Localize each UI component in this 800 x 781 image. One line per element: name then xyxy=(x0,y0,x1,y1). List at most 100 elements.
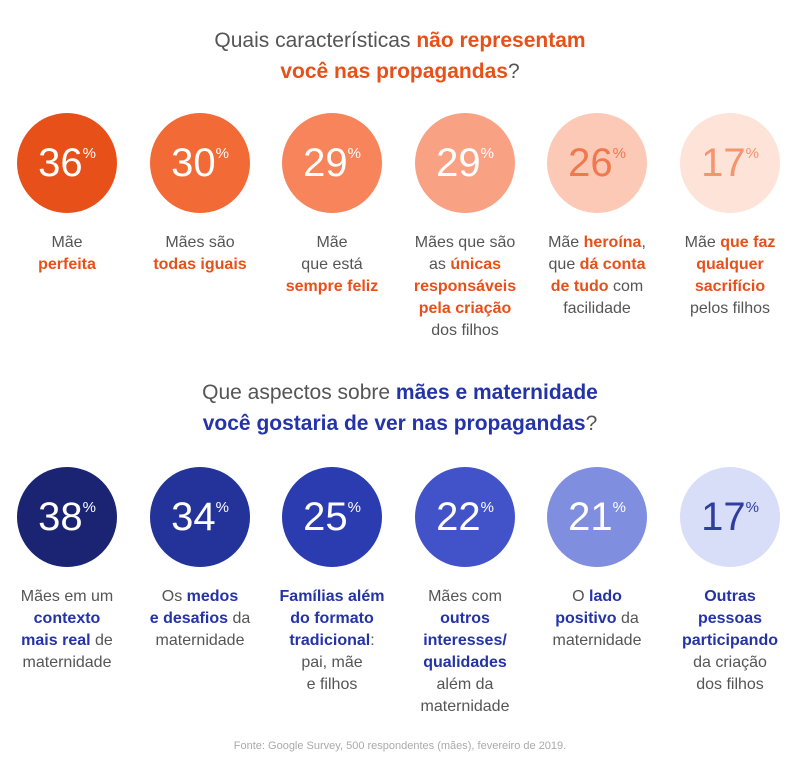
stat-number: 17 xyxy=(701,141,746,185)
stat-label: responsáveis xyxy=(414,278,516,295)
text-run: de xyxy=(91,632,113,649)
emphasis: outros xyxy=(440,610,490,627)
stat-label: Outras xyxy=(704,588,756,605)
stat-label: e filhos xyxy=(307,676,358,693)
stat-value: 30% xyxy=(171,141,229,185)
stat-unit: % xyxy=(83,499,96,516)
stat-label: mais real de xyxy=(21,632,113,649)
stat-circle xyxy=(17,467,117,567)
stat-value: 34% xyxy=(171,495,229,539)
stat-number: 29 xyxy=(303,141,348,185)
text-run: além da xyxy=(437,676,494,693)
text-run: maternidade xyxy=(23,654,112,671)
stat-label: dos filhos xyxy=(696,676,764,693)
section-title: Quais características não representam xyxy=(214,29,585,52)
emphasis: positivo xyxy=(555,610,617,627)
stat-unit: % xyxy=(83,145,96,162)
stat-label: sacrifício xyxy=(695,278,765,295)
stat-label: do formato xyxy=(290,610,374,627)
stat-label: maternidade xyxy=(156,632,245,649)
stat-label: Mãe xyxy=(51,234,82,251)
stat-number: 26 xyxy=(568,141,613,185)
text-run: O xyxy=(572,588,589,605)
text-run: Mães com xyxy=(428,588,502,605)
stat-unit: % xyxy=(348,145,361,162)
stat-label: maternidade xyxy=(421,698,510,715)
stat-unit: % xyxy=(746,145,759,162)
stat-value: 22% xyxy=(436,495,494,539)
text-run: da xyxy=(228,610,250,627)
emphasis: tradicional xyxy=(289,632,370,649)
emphasis: de tudo xyxy=(551,278,609,295)
stat-label: Mãe heroína, xyxy=(548,234,646,251)
emphasis: não representam xyxy=(416,29,585,52)
text-run: Que aspectos sobre xyxy=(202,381,396,404)
text-run: ? xyxy=(508,60,520,83)
section-title: Que aspectos sobre mães e maternidade xyxy=(202,381,598,404)
stat-number: 25 xyxy=(303,495,348,539)
stat-number: 30 xyxy=(171,141,216,185)
stat-circle xyxy=(282,467,382,567)
stat-label: tradicional: xyxy=(289,632,374,649)
text-run: Mães são xyxy=(165,234,234,251)
stat-label: pelos filhos xyxy=(690,300,770,317)
stat-unit: % xyxy=(216,145,229,162)
stat-label: positivo da xyxy=(555,610,639,627)
stat-label: que está xyxy=(301,256,362,273)
emphasis: dá conta xyxy=(580,256,646,273)
text-run: Mãe xyxy=(316,234,347,251)
stat-circle xyxy=(547,467,647,567)
stat-unit: % xyxy=(348,499,361,516)
emphasis: heroína xyxy=(584,234,642,251)
stat-label: Mães que são xyxy=(415,234,516,251)
stat-number: 36 xyxy=(38,141,83,185)
stat-value: 26% xyxy=(568,141,626,185)
stat-label: Mães em um xyxy=(21,588,113,605)
stat-circle xyxy=(150,113,250,213)
emphasis: Outras xyxy=(704,588,756,605)
stat-value: 36% xyxy=(38,141,96,185)
emphasis: e desafios xyxy=(150,610,228,627)
stat-circle xyxy=(680,467,780,567)
text-run: e filhos xyxy=(307,676,358,693)
stat-label: Mães com xyxy=(428,588,502,605)
emphasis: você gostaria de ver nas propagandas xyxy=(203,412,586,435)
stat-label: perfeita xyxy=(38,256,96,273)
stat-label: qualquer xyxy=(696,256,764,273)
stat-unit: % xyxy=(216,499,229,516)
stat-label: pessoas xyxy=(698,610,762,627)
text-run: dos filhos xyxy=(696,676,764,693)
stat-label: contexto xyxy=(34,610,101,627)
text-run: Os xyxy=(162,588,187,605)
emphasis: mães e maternidade xyxy=(396,381,598,404)
stat-circle xyxy=(282,113,382,213)
emphasis: responsáveis xyxy=(414,278,516,295)
text-run: da xyxy=(617,610,639,627)
section-title: você nas propagandas? xyxy=(280,60,519,83)
emphasis: sempre feliz xyxy=(286,278,378,295)
text-run: Mãe xyxy=(548,234,584,251)
text-run: ? xyxy=(586,412,598,435)
stat-label: Os medos xyxy=(162,588,239,605)
text-run: que xyxy=(549,256,580,273)
stat-label: que dá conta xyxy=(549,256,646,273)
emphasis: interesses/ xyxy=(423,632,507,649)
stat-value: 21% xyxy=(568,495,626,539)
stat-label: maternidade xyxy=(553,632,642,649)
stat-label: Mãe que faz xyxy=(685,234,776,251)
stat-circle xyxy=(17,113,117,213)
text-run: , xyxy=(641,234,645,251)
stat-number: 17 xyxy=(701,495,746,539)
stat-circle xyxy=(415,467,515,567)
emphasis: lado xyxy=(589,588,622,605)
emphasis: perfeita xyxy=(38,256,96,273)
text-run: pelos filhos xyxy=(690,300,770,317)
stat-label: além da xyxy=(437,676,494,693)
stat-circle xyxy=(680,113,780,213)
footnote: Fonte: Google Survey, 500 respondentes (… xyxy=(234,740,566,752)
text-run: : xyxy=(370,632,374,649)
emphasis: do formato xyxy=(290,610,374,627)
stat-label: participando xyxy=(682,632,778,649)
text-run: Mães em um xyxy=(21,588,113,605)
stat-label: outros xyxy=(440,610,490,627)
